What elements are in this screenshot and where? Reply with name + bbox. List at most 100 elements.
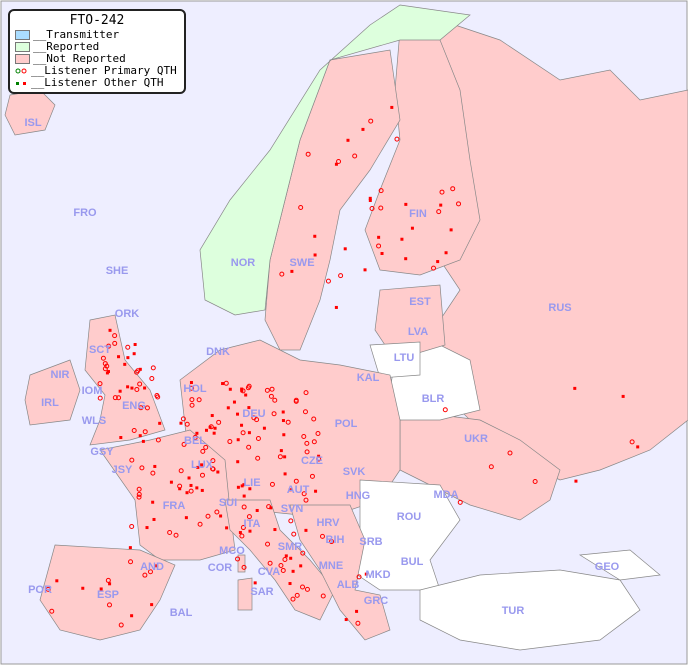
listener-other-marker [313,253,317,257]
country-label-fro: FRO [73,207,97,219]
listener-primary-marker [442,407,448,413]
listener-primary-marker [102,361,108,367]
listener-other-marker [153,464,157,468]
listener-primary-marker [269,386,275,392]
listener-primary-marker [197,521,203,527]
listener-other-marker [380,251,384,255]
listener-primary-marker [192,434,198,440]
listener-other-marker [123,362,127,366]
listener-other-marker [573,386,577,390]
country-label-sar: SAR [250,586,273,598]
listener-other-marker [444,251,448,255]
listener-primary-marker [116,395,122,401]
swatch [15,30,30,40]
country-label-iom: IOM [82,385,103,397]
listener-primary-marker [240,430,246,436]
listener-primary-marker [280,567,286,573]
listener-other-marker [242,494,246,498]
listener-primary-marker [142,429,148,435]
listener-primary-marker [216,419,222,425]
listener-primary-marker [246,514,252,520]
listener-other-marker [334,162,338,166]
listener-other-marker [138,367,142,371]
country-label-she: SHE [106,265,129,277]
listener-primary-marker [246,444,252,450]
listener-primary-marker [125,344,131,350]
listener-primary-marker [268,393,274,399]
listener-other-marker [314,489,318,493]
country-ukr [399,414,561,521]
listener-primary-marker [136,491,142,497]
country-label-and: AND [140,561,164,573]
listener-primary-marker [352,153,358,159]
country-label-svk: SVK [343,466,366,478]
listener-primary-marker [173,532,179,538]
listener-other-marker [313,234,317,238]
listener-other-marker [81,586,85,590]
country-label-blr: BLR [422,393,445,405]
listener-primary-marker [246,383,252,389]
listener-primary-marker [241,504,247,510]
listener-other-marker [133,343,137,347]
listener-other-marker [195,486,199,490]
listener-other-marker [361,127,365,131]
listener-other-marker [213,426,217,430]
listener-other-marker [200,463,204,467]
listener-other-marker [253,581,257,585]
country-label-pol: POL [335,418,358,430]
listener-primary-marker [290,596,296,602]
country-sar [237,577,253,611]
country-label-hng: HNG [346,490,370,502]
listener-primary-marker [269,481,275,487]
listener-primary-marker [285,419,291,425]
country-label-kal: KAL [357,372,380,384]
listener-primary-marker [196,397,202,403]
listener-primary-marker [394,136,400,142]
country-iberia [39,544,176,641]
listener-primary-marker [376,243,382,249]
listener-primary-marker [45,586,51,592]
listener-other-marker [283,455,287,459]
listener-other-marker [236,460,240,464]
listener-other-marker [269,506,273,510]
listener-other-marker [368,198,372,202]
listener-primary-marker [304,586,310,592]
listener-primary-marker [301,491,307,497]
listener-primary-marker [189,397,195,403]
country-label-alb: ALB [337,579,360,591]
listener-other-marker [410,226,414,230]
country-label-svn: SVN [281,503,304,515]
listener-other-marker [200,488,204,492]
country-label-esp: ESP [97,589,119,601]
listener-primary-marker [301,433,307,439]
listener-primary-marker [378,188,384,194]
listener-other-marker [108,328,112,332]
country-label-nor: NOR [231,257,256,269]
listener-other-marker [574,479,578,483]
listener-other-marker [439,203,443,207]
listener-other-marker [155,564,159,568]
listener-other-marker [228,387,232,391]
listener-other-marker [216,470,220,474]
listener-primary-marker [279,271,285,277]
listener-primary-marker [325,278,331,284]
listener-other-marker [130,386,134,390]
listener-other-marker [189,381,193,385]
country-label-ork: ORK [115,308,140,320]
listener-other-marker [343,247,347,251]
country-label-gsy: GSY [90,446,114,458]
listener-other-marker [179,421,183,425]
listener-other-marker [255,508,259,512]
country-label-mda: MDA [433,489,458,501]
listener-primary-marker [235,556,241,562]
listener-primary-marker [102,366,108,372]
listener-primary-marker [200,448,206,454]
country-fra [99,429,236,561]
listener-other-marker [204,428,208,432]
legend-primary: __Listener Primary QTH [10,65,184,77]
country-label-lva: LVA [408,326,428,338]
listener-primary-marker [271,411,277,417]
listener-primary-marker [106,343,112,349]
listener-other-marker [143,386,147,390]
listener-primary-marker [150,365,156,371]
